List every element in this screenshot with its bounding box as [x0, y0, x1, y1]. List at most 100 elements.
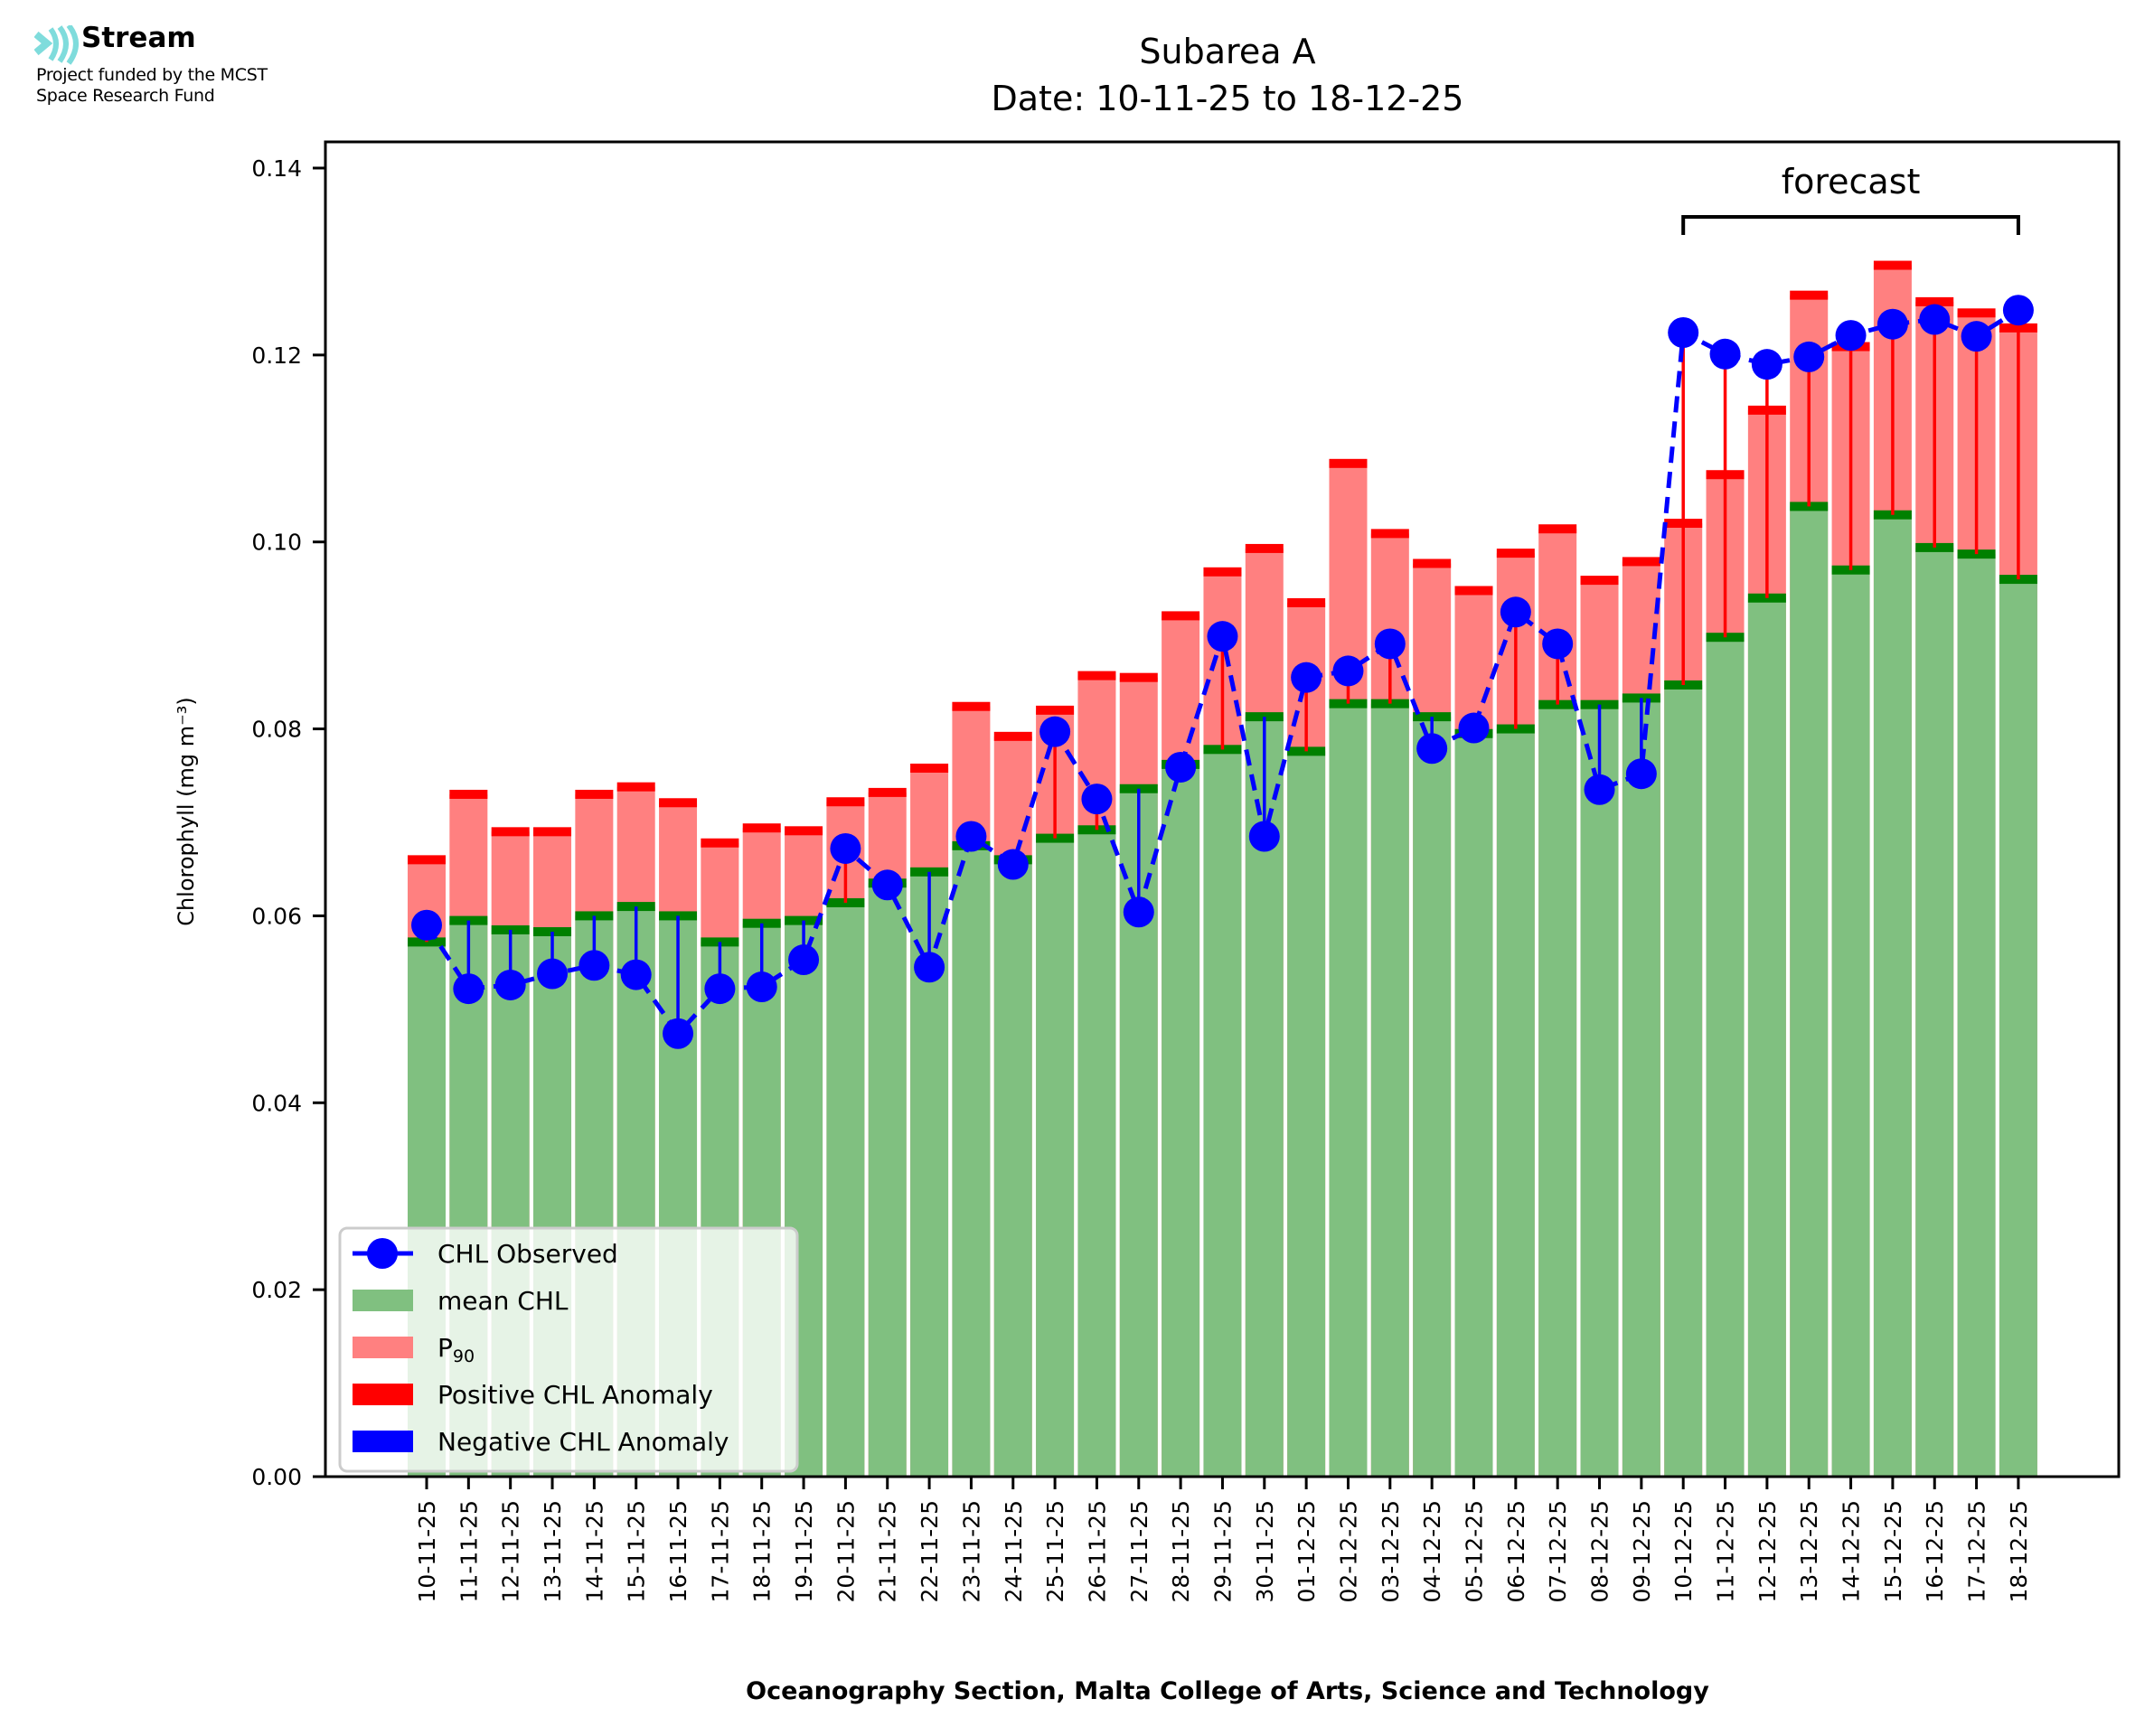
- x-tick-label: 18-12-25: [2006, 1500, 2032, 1602]
- observed-point: [1081, 784, 1113, 815]
- p90-cap: [868, 787, 907, 797]
- x-tick-label: 27-11-25: [1126, 1500, 1152, 1602]
- observed-point: [1961, 321, 1992, 352]
- x-tick-label: 26-11-25: [1084, 1500, 1110, 1602]
- observed-point: [1919, 304, 1951, 335]
- mean-bar: [1538, 704, 1577, 1477]
- mean-bar: [1162, 764, 1200, 1477]
- observed-point: [453, 973, 484, 1005]
- mean-bar: [1873, 514, 1912, 1477]
- stream-waves-icon: [34, 25, 79, 65]
- x-tick-label: 22-11-25: [917, 1500, 943, 1602]
- observed-point: [1123, 896, 1154, 928]
- p90-cap: [1370, 529, 1409, 539]
- observed-point: [997, 849, 1029, 880]
- x-tick-label: 10-11-25: [414, 1500, 440, 1602]
- p90-cap: [701, 838, 739, 848]
- x-tick-label: 05-12-25: [1462, 1500, 1488, 1602]
- mean-bar: [1329, 703, 1368, 1477]
- observed-point: [1039, 716, 1071, 747]
- x-tick-label: 04-12-25: [1419, 1500, 1445, 1602]
- observed-point: [1332, 655, 1364, 687]
- mean-bar: [1664, 684, 1703, 1477]
- p90-cap: [1622, 557, 1660, 567]
- funding-line-1: Project funded by the MCST: [36, 65, 268, 85]
- x-tick-label: 01-12-25: [1293, 1500, 1320, 1602]
- legend-swatch-icon: [353, 1384, 413, 1405]
- x-tick-label: 12-12-25: [1754, 1500, 1781, 1602]
- x-tick-label: 10-12-25: [1670, 1500, 1697, 1602]
- x-tick-label: 09-12-25: [1629, 1500, 1655, 1602]
- funding-line-2: Space Research Fund: [36, 86, 215, 106]
- x-tick-label: 11-11-25: [456, 1500, 482, 1602]
- p90-cap: [785, 826, 823, 836]
- observed-point: [788, 944, 820, 976]
- observed-point: [1584, 774, 1615, 805]
- p90-cap: [408, 855, 446, 865]
- mean-cap: [742, 918, 781, 928]
- p90-cap: [1287, 597, 1326, 607]
- observed-point: [1165, 751, 1197, 783]
- p90-cap: [1915, 296, 1954, 306]
- observed-point: [411, 909, 442, 941]
- p90-cap: [1496, 549, 1535, 558]
- mean-bar: [1203, 749, 1242, 1477]
- y-tick-label: 0.04: [251, 1090, 302, 1116]
- mean-bar: [1831, 569, 1870, 1477]
- y-tick-label: 0.12: [251, 343, 302, 369]
- observed-point: [620, 959, 652, 990]
- p90-cap: [1119, 672, 1158, 682]
- p90-cap: [1036, 705, 1075, 715]
- p90-cap: [826, 797, 865, 807]
- observed-point: [2002, 295, 2034, 326]
- mean-bar: [952, 845, 991, 1477]
- p90-cap: [910, 764, 949, 774]
- observed-point: [1416, 733, 1448, 765]
- observed-point: [1668, 317, 1699, 349]
- observed-line-layer: [411, 295, 2034, 1049]
- y-tick-label: 0.10: [251, 530, 302, 556]
- observed-point: [1248, 821, 1280, 852]
- legend-label: mean CHL: [437, 1286, 569, 1316]
- mean-bar: [826, 902, 865, 1477]
- legend-label-subscript: 90: [453, 1347, 475, 1366]
- mean-bar: [1747, 597, 1786, 1477]
- x-tick-label: 21-11-25: [875, 1500, 901, 1602]
- y-tick-label: 0.00: [251, 1464, 302, 1490]
- x-tick-label: 28-11-25: [1168, 1500, 1194, 1602]
- observed-point: [830, 832, 861, 864]
- x-tick-label: 02-12-25: [1335, 1500, 1361, 1602]
- mean-bar: [993, 859, 1032, 1477]
- x-tick-label: 17-11-25: [707, 1500, 733, 1602]
- observed-point: [1500, 596, 1531, 628]
- x-axis-label: Oceanography Section, Malta College of A…: [746, 1677, 1709, 1705]
- x-tick-label: 08-12-25: [1587, 1500, 1613, 1602]
- p90-cap: [1580, 576, 1619, 586]
- mean-bar: [1580, 704, 1619, 1477]
- x-tick-label: 17-12-25: [1964, 1500, 1990, 1602]
- p90-cap: [449, 789, 488, 799]
- x-tick-label: 16-11-25: [665, 1500, 691, 1602]
- observed-point: [1835, 320, 1867, 352]
- x-tick-label: 03-12-25: [1378, 1500, 1404, 1602]
- x-tick-label: 13-11-25: [540, 1500, 566, 1602]
- x-tick-label: 16-12-25: [1922, 1500, 1948, 1602]
- p90-cap: [952, 701, 991, 711]
- y-tick-label: 0.08: [251, 717, 302, 743]
- x-tick-label: 15-12-25: [1880, 1500, 1906, 1602]
- legend-swatch-icon: [353, 1431, 413, 1452]
- legend-swatch-icon: [353, 1337, 413, 1358]
- legend-observed-marker-icon: [367, 1238, 398, 1269]
- mean-bar: [1413, 717, 1452, 1477]
- p90-cap: [742, 823, 781, 833]
- p90-cap: [1162, 611, 1200, 621]
- y-axis-label: Chlorophyll (mg m⁻³): [174, 697, 199, 926]
- observed-point: [1207, 621, 1238, 652]
- observed-point: [494, 969, 526, 1000]
- p90-cap: [1245, 543, 1284, 553]
- mean-bar: [1496, 728, 1535, 1477]
- mean-bar: [1622, 698, 1660, 1477]
- mean-bar: [1454, 733, 1493, 1477]
